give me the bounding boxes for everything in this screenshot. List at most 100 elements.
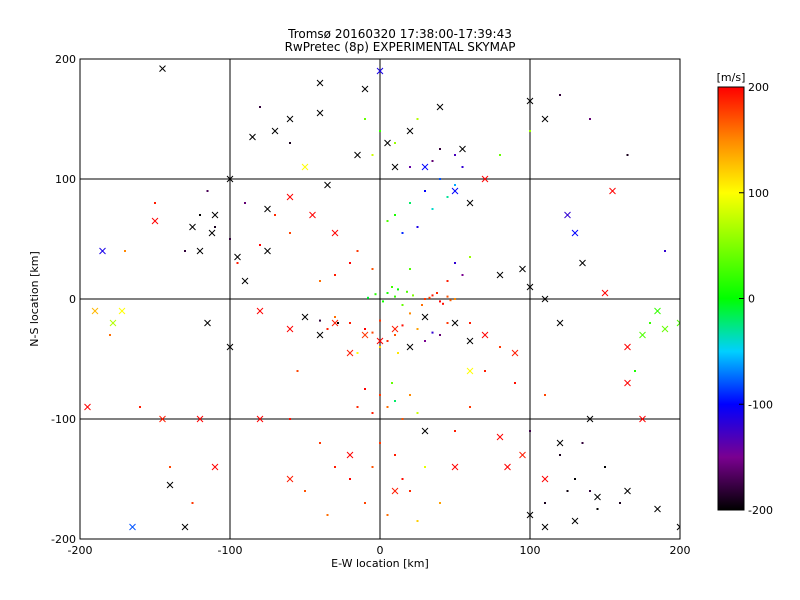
scatter-x-marker (654, 307, 661, 315)
scatter-dot-marker (424, 466, 426, 468)
scatter-dot-marker (371, 331, 374, 334)
scatter-x-marker (249, 133, 256, 141)
scatter-dot-marker (589, 118, 591, 120)
scatter-dot-marker (364, 328, 366, 330)
scatter-dot-marker (391, 382, 393, 384)
scatter-dot-marker (454, 154, 456, 156)
scatter-dot-marker (461, 274, 464, 276)
scatter-x-marker (526, 283, 534, 291)
scatter-dot-marker (449, 299, 452, 302)
scatter-x-marker (451, 463, 459, 471)
scatter-dot-marker (326, 514, 329, 516)
scatter-x-marker (286, 115, 294, 123)
chart-subtitle: RwPretec (8p) EXPERIMENTAL SKYMAP (284, 40, 516, 54)
scatter-x-marker (361, 85, 369, 93)
scatter-dot-marker (169, 466, 171, 468)
scatter-x-marker (496, 433, 504, 441)
scatter-dot-marker (469, 406, 471, 408)
scatter-dot-marker (499, 154, 501, 156)
scatter-dot-marker (296, 370, 299, 372)
scatter-dot-marker (274, 214, 276, 216)
scatter-dot-marker (371, 412, 374, 414)
y-tick-label: -100 (51, 413, 76, 426)
scatter-dot-marker (619, 502, 621, 504)
scatter-x-marker (256, 415, 264, 423)
colorbar-tick-label: 0 (748, 293, 755, 306)
scatter-x-marker (181, 523, 189, 531)
scatter-dot-marker (499, 346, 501, 348)
scatter-x-marker (676, 319, 680, 327)
scatter-x-marker (211, 211, 219, 219)
scatter-dot-marker (431, 331, 434, 334)
x-tick-label: -200 (68, 544, 93, 557)
scatter-dot-marker (394, 142, 396, 144)
scatter-dot-marker (379, 130, 381, 132)
scatter-dot-marker (424, 298, 426, 300)
scatter-dot-marker (337, 322, 339, 324)
scatter-x-marker (118, 307, 126, 315)
scatter-x-marker (226, 175, 234, 183)
scatter-x-marker (639, 415, 646, 423)
scatter-x-marker (421, 313, 429, 321)
scatter-dot-marker (367, 296, 369, 299)
scatter-dot-marker (589, 490, 591, 492)
scatter-x-marker (376, 337, 384, 345)
scatter-dot-marker (394, 400, 396, 402)
scatter-x-marker (564, 211, 571, 219)
scatter-dot-marker (319, 319, 321, 322)
scatter-x-marker (309, 211, 316, 219)
scatter-x-marker (159, 65, 166, 72)
scatter-dot-marker (289, 142, 291, 144)
scatter-dot-marker (379, 346, 381, 348)
scatter-dot-marker (409, 268, 411, 270)
scatter-dot-marker (386, 514, 389, 516)
scatter-dot-marker (581, 442, 584, 444)
scatter-dot-marker (379, 394, 381, 396)
scatter-x-marker (234, 253, 241, 261)
scatter-x-marker (466, 199, 474, 207)
scatter-x-marker (109, 319, 117, 327)
scatter-x-marker (609, 187, 616, 195)
scatter-x-marker (451, 187, 459, 195)
scatter-x-marker (541, 475, 549, 483)
x-tick-label: 0 (377, 544, 384, 557)
scatter-x-marker (226, 343, 234, 351)
scatter-dot-marker (416, 226, 419, 228)
scatter-x-marker (384, 139, 391, 147)
scatter-x-marker (541, 523, 549, 531)
scatter-dot-marker (401, 304, 404, 306)
scatter-dot-marker (574, 478, 576, 480)
scatter-dot-marker (626, 154, 629, 156)
scatter-dot-marker (401, 418, 404, 420)
scatter-dot-marker (206, 190, 209, 192)
scatter-x-marker (361, 331, 369, 339)
scatter-dot-marker (431, 294, 434, 297)
scatter-dot-marker (446, 322, 449, 324)
scatter-dot-marker (334, 274, 336, 276)
scatter-x-marker (208, 229, 216, 237)
scatter-x-marker (406, 127, 414, 135)
data-points (84, 65, 680, 531)
scatter-dot-marker (259, 106, 261, 108)
scatter-x-marker (421, 427, 429, 435)
colorbar-tick-label: 100 (748, 187, 769, 200)
scatter-dot-marker (356, 250, 359, 252)
scatter-dot-marker (529, 130, 531, 132)
scatter-x-marker (541, 115, 549, 123)
scatter-dot-marker (461, 166, 464, 168)
scatter-dot-marker (184, 250, 186, 252)
scatter-x-marker (519, 265, 526, 273)
scatter-dot-marker (364, 388, 366, 390)
scatter-x-marker (504, 463, 511, 471)
scatter-x-marker (624, 343, 631, 351)
scatter-x-marker (481, 175, 489, 183)
scatter-dot-marker (439, 148, 441, 150)
scatter-x-marker (541, 295, 549, 303)
scatter-x-marker (511, 349, 519, 357)
scatter-dot-marker (596, 508, 599, 510)
scatter-x-marker (406, 343, 414, 351)
scatter-dot-marker (566, 490, 569, 492)
colorbar-tick-label: -100 (748, 398, 773, 411)
scatter-dot-marker (484, 370, 486, 372)
